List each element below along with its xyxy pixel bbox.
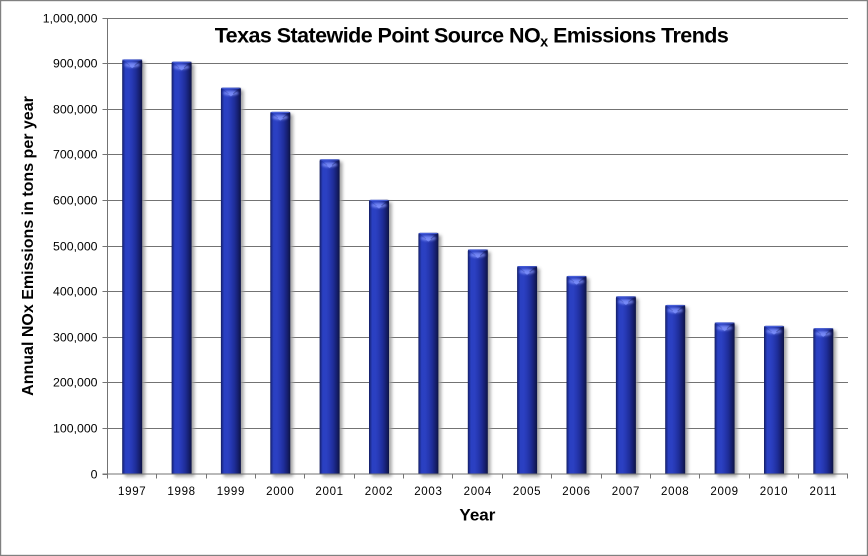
svg-text:2006: 2006 [562, 486, 590, 498]
svg-text:2005: 2005 [513, 486, 541, 498]
svg-text:2008: 2008 [661, 486, 689, 498]
svg-text:2007: 2007 [612, 486, 640, 498]
svg-text:Year: Year [459, 506, 495, 525]
svg-text:2001: 2001 [315, 486, 343, 498]
svg-text:100,000: 100,000 [53, 421, 98, 435]
svg-text:0: 0 [91, 467, 98, 481]
svg-text:400,000: 400,000 [53, 284, 98, 298]
svg-text:2009: 2009 [710, 486, 738, 498]
svg-text:500,000: 500,000 [53, 239, 98, 253]
svg-text:2000: 2000 [266, 486, 294, 498]
svg-text:700,000: 700,000 [53, 147, 98, 161]
svg-text:1999: 1999 [217, 486, 245, 498]
svg-text:Annual NOx Emissions in tons p: Annual NOx Emissions in tons per year [20, 96, 37, 396]
svg-text:1997: 1997 [118, 486, 146, 498]
svg-text:600,000: 600,000 [53, 193, 98, 207]
svg-text:2002: 2002 [365, 486, 393, 498]
svg-text:2004: 2004 [464, 486, 492, 498]
svg-text:Texas Statewide Point Source N: Texas Statewide Point Source NOx Emissio… [215, 24, 729, 51]
svg-text:800,000: 800,000 [53, 102, 98, 116]
svg-text:2011: 2011 [810, 486, 838, 498]
svg-text:2003: 2003 [414, 486, 442, 498]
svg-text:200,000: 200,000 [53, 375, 98, 389]
svg-text:900,000: 900,000 [53, 56, 98, 70]
svg-text:300,000: 300,000 [53, 330, 98, 344]
svg-text:1,000,000: 1,000,000 [43, 11, 98, 25]
svg-text:2010: 2010 [760, 486, 788, 498]
svg-text:1998: 1998 [167, 486, 195, 498]
